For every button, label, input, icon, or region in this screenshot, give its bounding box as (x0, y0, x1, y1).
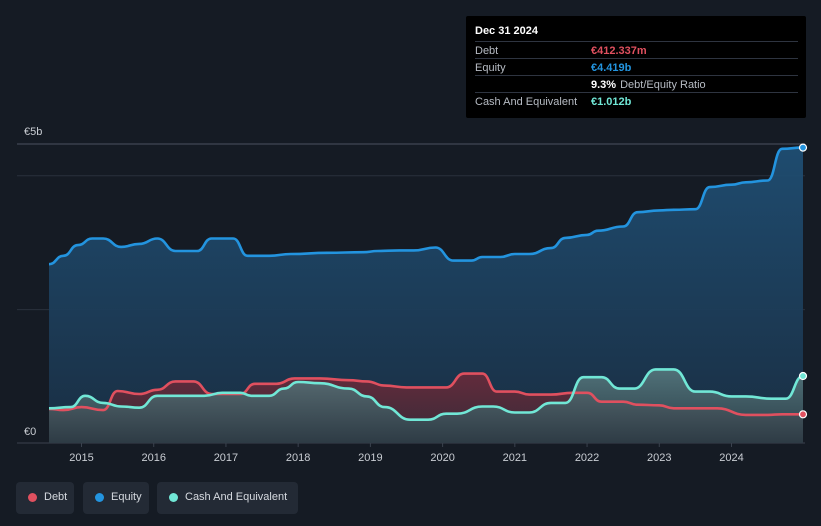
series-areas (49, 147, 803, 443)
debt-endpoint (798, 410, 808, 419)
x-tick-label: 2018 (286, 452, 310, 464)
x-tick-label: 2020 (430, 452, 454, 464)
tooltip-ratio-label: Debt/Equity Ratio (620, 79, 706, 91)
equity-endpoint (798, 143, 808, 152)
x-tick-label: 2024 (719, 452, 743, 464)
cash-and-equivalent-line (48, 368, 804, 422)
x-tick-label: 2016 (141, 452, 165, 464)
tooltip-cash-label: Cash And Equivalent (475, 96, 578, 108)
x-tick-label: 2023 (647, 452, 671, 464)
cash-and-equivalent-endpoint (798, 371, 808, 381)
x-tick-label: 2019 (358, 452, 382, 464)
x-axis: 2015 2016 2017 2018 2019 2020 2021 2022 2023 2024 (69, 443, 744, 464)
x-tick-label: 2021 (503, 452, 527, 464)
legend-label-cash: Cash And Equivalent (185, 491, 288, 503)
y-axis: €0 €5b (24, 126, 42, 438)
legend-item-cash[interactable]: Cash And Equivalent (157, 482, 298, 514)
series-endpoints (798, 143, 808, 419)
legend-item-equity[interactable]: Equity (83, 482, 149, 514)
tooltip-cash-value: €1.012b (591, 96, 632, 108)
legend-item-debt[interactable]: Debt (16, 482, 74, 514)
debt-line (48, 372, 803, 417)
x-tick-label: 2017 (214, 452, 238, 464)
x-tick-label: 2015 (69, 452, 93, 464)
tooltip-equity-value: €4.419b (591, 62, 632, 74)
legend-dot-equity (95, 493, 104, 502)
y-tick-label: €0 (24, 426, 36, 438)
tooltip-ratio-value: 9.3% (591, 79, 617, 91)
legend-label-debt: Debt (44, 491, 68, 503)
x-tick-label: 2022 (575, 452, 599, 464)
tooltip-ratio: 9.3% Debt/Equity Ratio (591, 79, 706, 91)
legend-label-equity: Equity (111, 491, 142, 503)
equity-line (48, 146, 804, 266)
legend-dot-cash (169, 493, 178, 502)
equity-area (49, 147, 803, 443)
tooltip-equity-label: Equity (475, 62, 506, 74)
tooltip-row-debt: Debt €412.337m (475, 41, 798, 59)
tooltip-debt-label: Debt (475, 45, 499, 57)
tooltip-row-cash: Cash And Equivalent €1.012b (475, 92, 798, 110)
series-lines (48, 146, 804, 422)
legend-dot-debt (28, 493, 37, 502)
tooltip-debt-value: €412.337m (591, 45, 647, 57)
y-tick-label: €5b (24, 126, 42, 138)
tooltip-date: Dec 31 2024 (475, 25, 538, 37)
tooltip-row-equity: Equity €4.419b (475, 58, 798, 76)
tooltip-row-ratio: 9.3% Debt/Equity Ratio (475, 75, 798, 93)
tooltip: Dec 31 2024 Debt €412.337m Equity €4.419… (466, 16, 806, 118)
